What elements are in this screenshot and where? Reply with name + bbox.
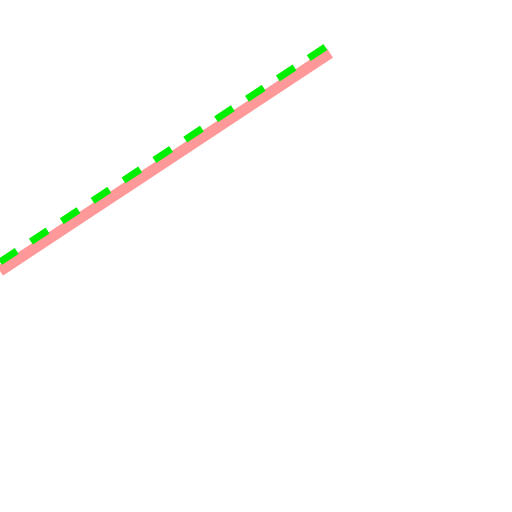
dashed-line <box>0 41 332 265</box>
thick-line <box>0 48 334 276</box>
